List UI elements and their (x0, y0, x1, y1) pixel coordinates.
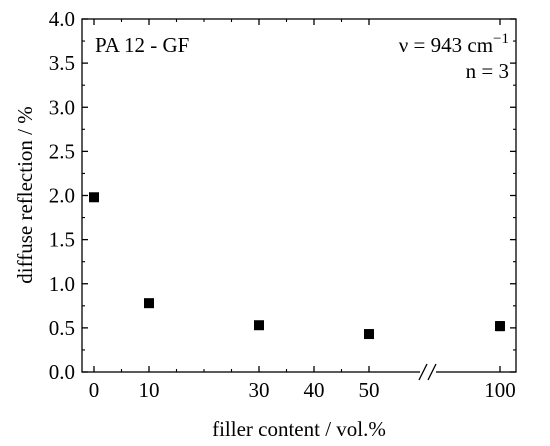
x-tick-label: 100 (484, 378, 516, 402)
y-tick-label: 2.5 (49, 139, 75, 163)
x-axis-ticks: 0 10 30 40 50 100 (89, 19, 516, 402)
data-point (89, 192, 99, 203)
x-tick-label: 10 (139, 378, 160, 402)
y-tick-label: 0.5 (49, 316, 75, 340)
x-axis-title: filler content / vol.% (212, 417, 386, 441)
y-tick-label: 1.0 (49, 272, 75, 296)
x-tick-label: 0 (89, 378, 100, 402)
axis-break-mark (418, 362, 437, 382)
wavenumber-annotation: ν = 943 cm−1 (399, 31, 509, 57)
y-axis-title: diffuse reflection / % (13, 106, 37, 283)
y-tick-label: 3.5 (49, 51, 75, 75)
y-tick-label: 1.5 (49, 228, 75, 252)
plot-frame (81, 18, 517, 373)
data-point (364, 329, 374, 340)
data-series (89, 192, 505, 340)
sample-count-annotation: n = 3 (466, 59, 509, 83)
x-tick-label: 30 (249, 378, 270, 402)
y-tick-label: 0.0 (49, 360, 75, 384)
material-annotation: PA 12 - GF (95, 33, 189, 57)
y-tick-label: 3.0 (49, 95, 75, 119)
y-axis-ticks: 0.0 0.5 1.0 1.5 2.0 2.5 3.0 3.5 4.0 (49, 7, 516, 384)
data-point (495, 321, 505, 332)
data-point (144, 298, 154, 309)
x-tick-label: 50 (359, 378, 380, 402)
y-tick-label: 2.0 (49, 184, 75, 208)
y-tick-label: 4.0 (49, 7, 75, 31)
x-tick-label: 40 (304, 378, 325, 402)
data-point (254, 320, 264, 331)
